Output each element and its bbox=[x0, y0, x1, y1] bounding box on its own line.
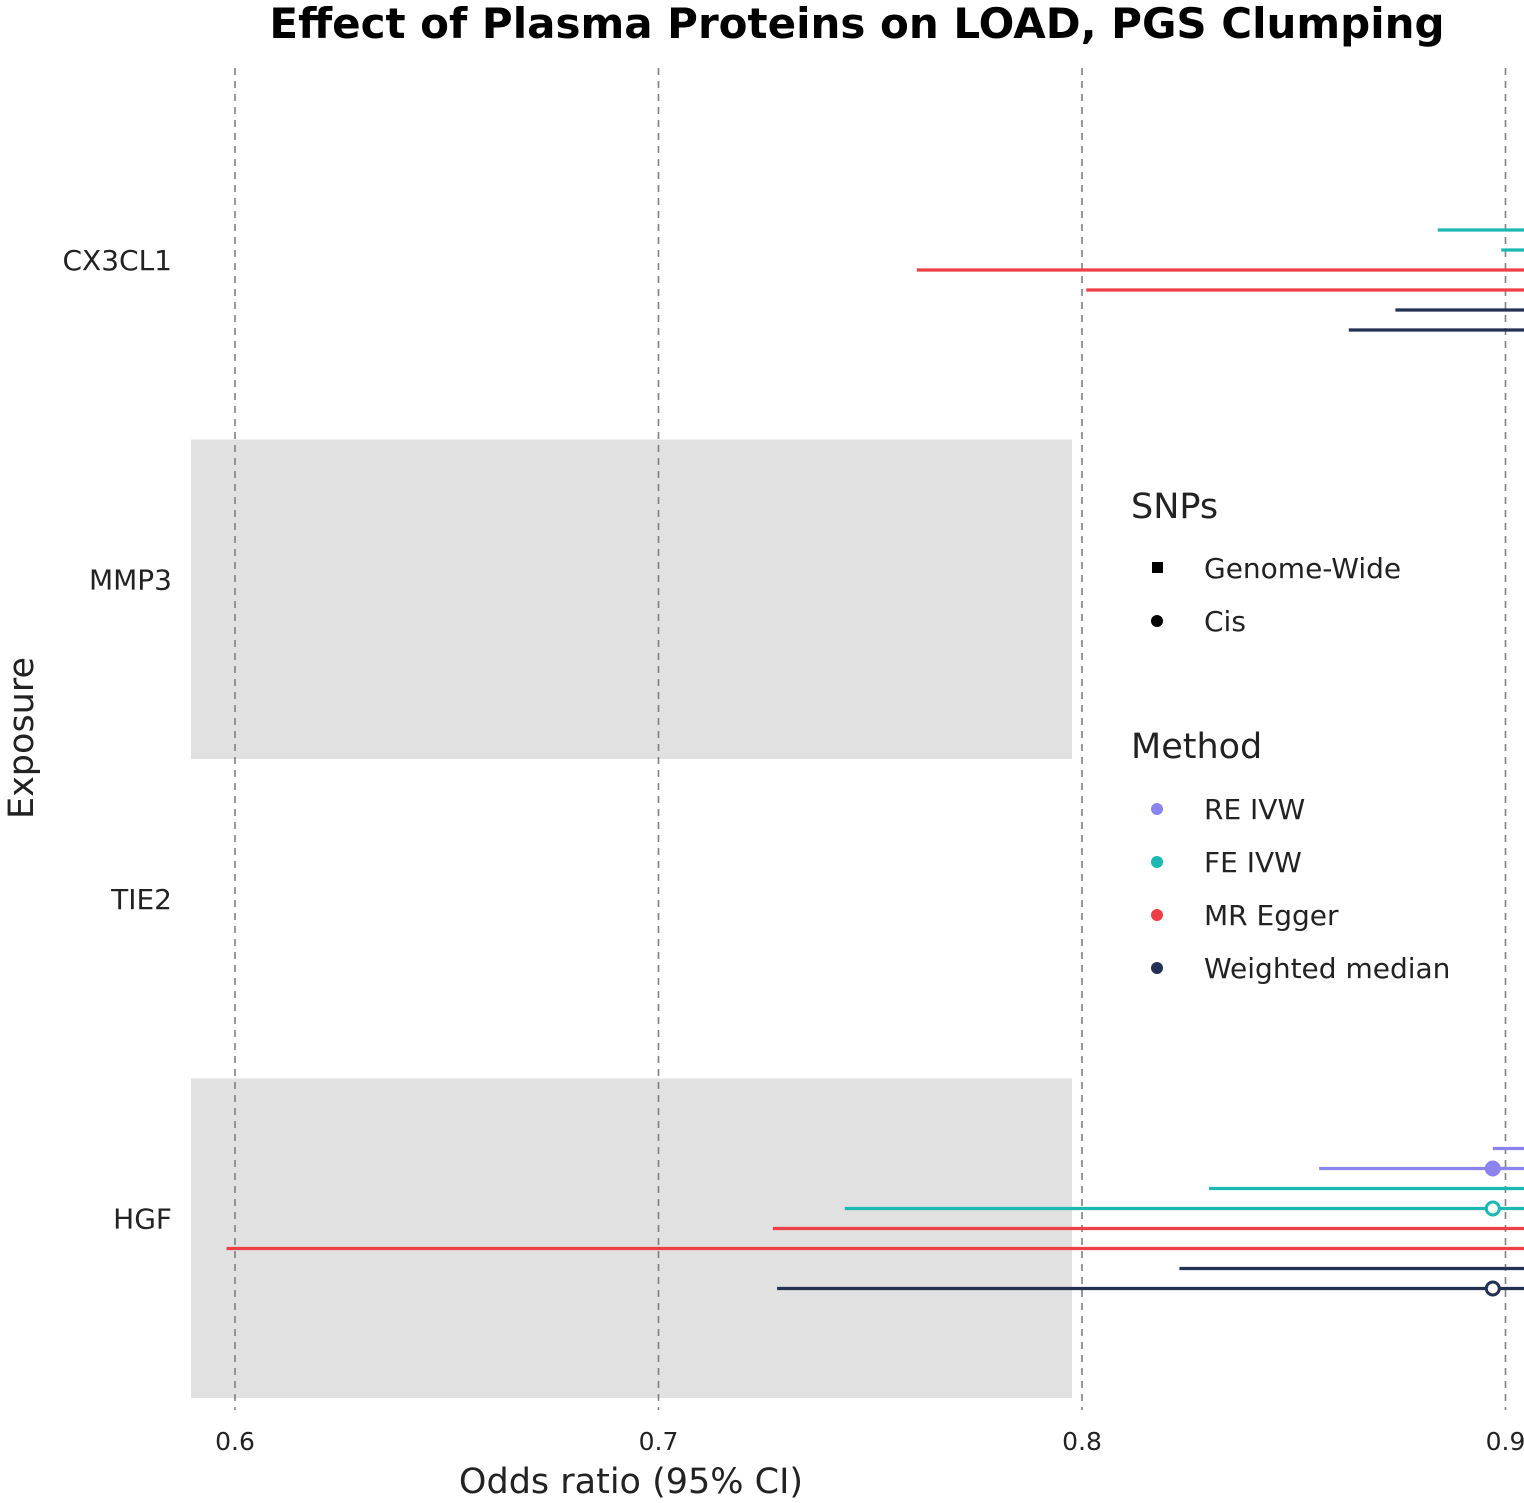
legend-method-title: Method bbox=[1131, 727, 1262, 767]
chart-title: Effect of Plasma Proteins on LOAD, PGS C… bbox=[269, 0, 1444, 48]
legend-circle-symbol bbox=[1151, 615, 1163, 627]
legend-snps-title: SNPs bbox=[1131, 487, 1218, 527]
y-axis-title: Exposure bbox=[2, 657, 42, 819]
exposure-label: TIE2 bbox=[110, 883, 172, 916]
x-axis-ticks: 0.60.70.80.91.0 bbox=[215, 1427, 1524, 1456]
panel-bands bbox=[191, 439, 1072, 1398]
legend-mr-egger: MR Egger bbox=[1204, 899, 1339, 932]
x-axis-title: Odds ratio (95% CI) bbox=[459, 1462, 803, 1502]
x-tick-label: 0.7 bbox=[639, 1427, 679, 1456]
exposure-label: CX3CL1 bbox=[62, 244, 172, 277]
point-circle bbox=[1484, 1280, 1501, 1297]
legend-fe-ivw: FE IVW bbox=[1204, 846, 1302, 879]
legend-weighted-median-dot bbox=[1151, 962, 1163, 974]
legend-weighted-median: Weighted median bbox=[1204, 952, 1450, 985]
legend-mr-egger-dot bbox=[1151, 909, 1163, 921]
x-tick-label: 0.6 bbox=[215, 1427, 255, 1456]
legend-square-symbol bbox=[1152, 562, 1163, 573]
legend-re-ivw-dot bbox=[1151, 803, 1163, 815]
exposure-label: HGF bbox=[113, 1203, 172, 1236]
legend-cis: Cis bbox=[1204, 605, 1246, 638]
x-tick-label: 0.8 bbox=[1062, 1427, 1102, 1456]
point-circle bbox=[1484, 1200, 1501, 1217]
grid-lines bbox=[234, 68, 1507, 1410]
legend-genome-wide: Genome-Wide bbox=[1204, 552, 1401, 585]
legend-fe-ivw-dot bbox=[1151, 856, 1163, 868]
data-marks bbox=[226, 228, 1524, 1297]
point-circle bbox=[1484, 1160, 1501, 1177]
x-tick-label: 0.9 bbox=[1486, 1427, 1524, 1456]
band-hgf bbox=[191, 1078, 1072, 1398]
band-mmp3 bbox=[191, 439, 1072, 759]
y-axis-labels: CX3CL1 MMP3 TIE2 HGF bbox=[62, 244, 172, 1236]
legend-re-ivw: RE IVW bbox=[1204, 793, 1305, 826]
legend: SNPs Genome-Wide Cis Method RE IVW FE IV… bbox=[1131, 487, 1450, 985]
exposure-label: MMP3 bbox=[89, 564, 172, 597]
